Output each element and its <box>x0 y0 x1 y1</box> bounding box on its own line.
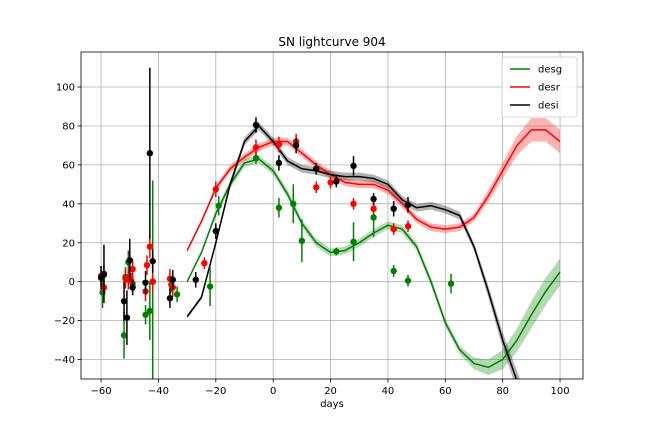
legend-label-desg: desg <box>538 65 562 76</box>
desi-point <box>192 276 199 283</box>
desr-point <box>390 225 397 233</box>
y-tick-label: −40 <box>54 355 75 366</box>
y-tick-label: 60 <box>62 160 75 171</box>
desi-point <box>390 205 397 212</box>
axis-ticks: −60 −40 −20 0 20 40 60 80 100 −40 −20 0 20 40 60 80 100 <box>54 83 570 397</box>
desg-model-line <box>186 158 561 369</box>
desi-point <box>146 150 154 157</box>
desi-point <box>166 295 174 302</box>
x-tick-label: 40 <box>382 386 395 397</box>
desg-point <box>252 154 260 162</box>
y-tick-label: 100 <box>56 83 75 94</box>
desi-point <box>313 165 320 172</box>
desr-point <box>350 200 357 208</box>
desi-point <box>120 297 128 305</box>
desr-point <box>252 144 260 151</box>
chart-title: SN lightcurve 904 <box>278 35 385 49</box>
desg-point <box>404 277 412 284</box>
y-tick-label: 20 <box>62 238 75 249</box>
desr-point <box>327 179 334 186</box>
desi-point <box>370 195 377 203</box>
desg-point <box>350 238 357 245</box>
desg-point <box>142 311 149 318</box>
desg-point <box>447 280 455 287</box>
desi-point <box>100 270 108 278</box>
y-tick-label: 0 <box>69 277 75 288</box>
desi-model-line <box>186 124 518 379</box>
x-tick-label: 0 <box>270 386 276 397</box>
desg-point <box>390 267 397 275</box>
legend: desg desr desi <box>501 56 578 118</box>
desr-model-line <box>186 129 561 251</box>
desi-point <box>123 314 131 321</box>
desi-point <box>149 258 156 265</box>
legend-label-desi: desi <box>538 101 559 112</box>
desr-point <box>201 259 208 267</box>
y-tick-label: 80 <box>62 121 75 132</box>
desg-point <box>275 204 283 211</box>
desg-point <box>370 214 377 221</box>
desg-point <box>173 291 181 298</box>
desr-point <box>143 261 151 269</box>
desi-point <box>292 142 300 149</box>
x-tick-label: 80 <box>496 386 509 397</box>
x-tick-label: 20 <box>324 386 337 397</box>
desi-point <box>350 162 357 170</box>
y-tick-label: 40 <box>62 199 75 210</box>
desi-point <box>169 276 176 283</box>
desi-point <box>129 284 136 291</box>
desr-point <box>275 141 283 148</box>
desg-point <box>290 200 297 208</box>
desr-point <box>313 184 320 191</box>
x-tick-label: 60 <box>439 386 452 397</box>
x-tick-label: −60 <box>91 386 112 397</box>
desr-point <box>370 205 377 212</box>
desg-point <box>206 283 214 290</box>
desr-point <box>129 265 136 273</box>
x-tick-label: −40 <box>148 386 169 397</box>
grid <box>81 52 583 379</box>
desg-point <box>120 332 128 339</box>
desr-point <box>404 223 412 230</box>
desi-point <box>142 279 149 286</box>
x-tick-label: −20 <box>205 386 226 397</box>
desg-point <box>146 307 154 315</box>
desi-point <box>126 257 133 264</box>
desi-point <box>275 159 283 167</box>
y-tick-label: −20 <box>54 316 75 327</box>
legend-box <box>501 56 578 118</box>
desg-point <box>298 237 306 245</box>
desi-point <box>404 201 412 208</box>
x-axis-label: days <box>320 399 344 410</box>
desr-point <box>146 243 154 250</box>
x-tick-label: 100 <box>551 386 570 397</box>
observations <box>97 67 455 379</box>
plot-frame <box>80 51 584 380</box>
desi-point <box>333 178 340 185</box>
desg-point <box>215 202 222 209</box>
desr-point <box>212 186 220 193</box>
desr-point <box>149 278 156 285</box>
desi-point <box>212 227 220 235</box>
desi-point <box>252 121 260 129</box>
legend-label-desr: desr <box>538 83 561 94</box>
desg-point <box>333 248 340 255</box>
desr-point <box>128 277 135 284</box>
desr-band <box>187 118 561 253</box>
